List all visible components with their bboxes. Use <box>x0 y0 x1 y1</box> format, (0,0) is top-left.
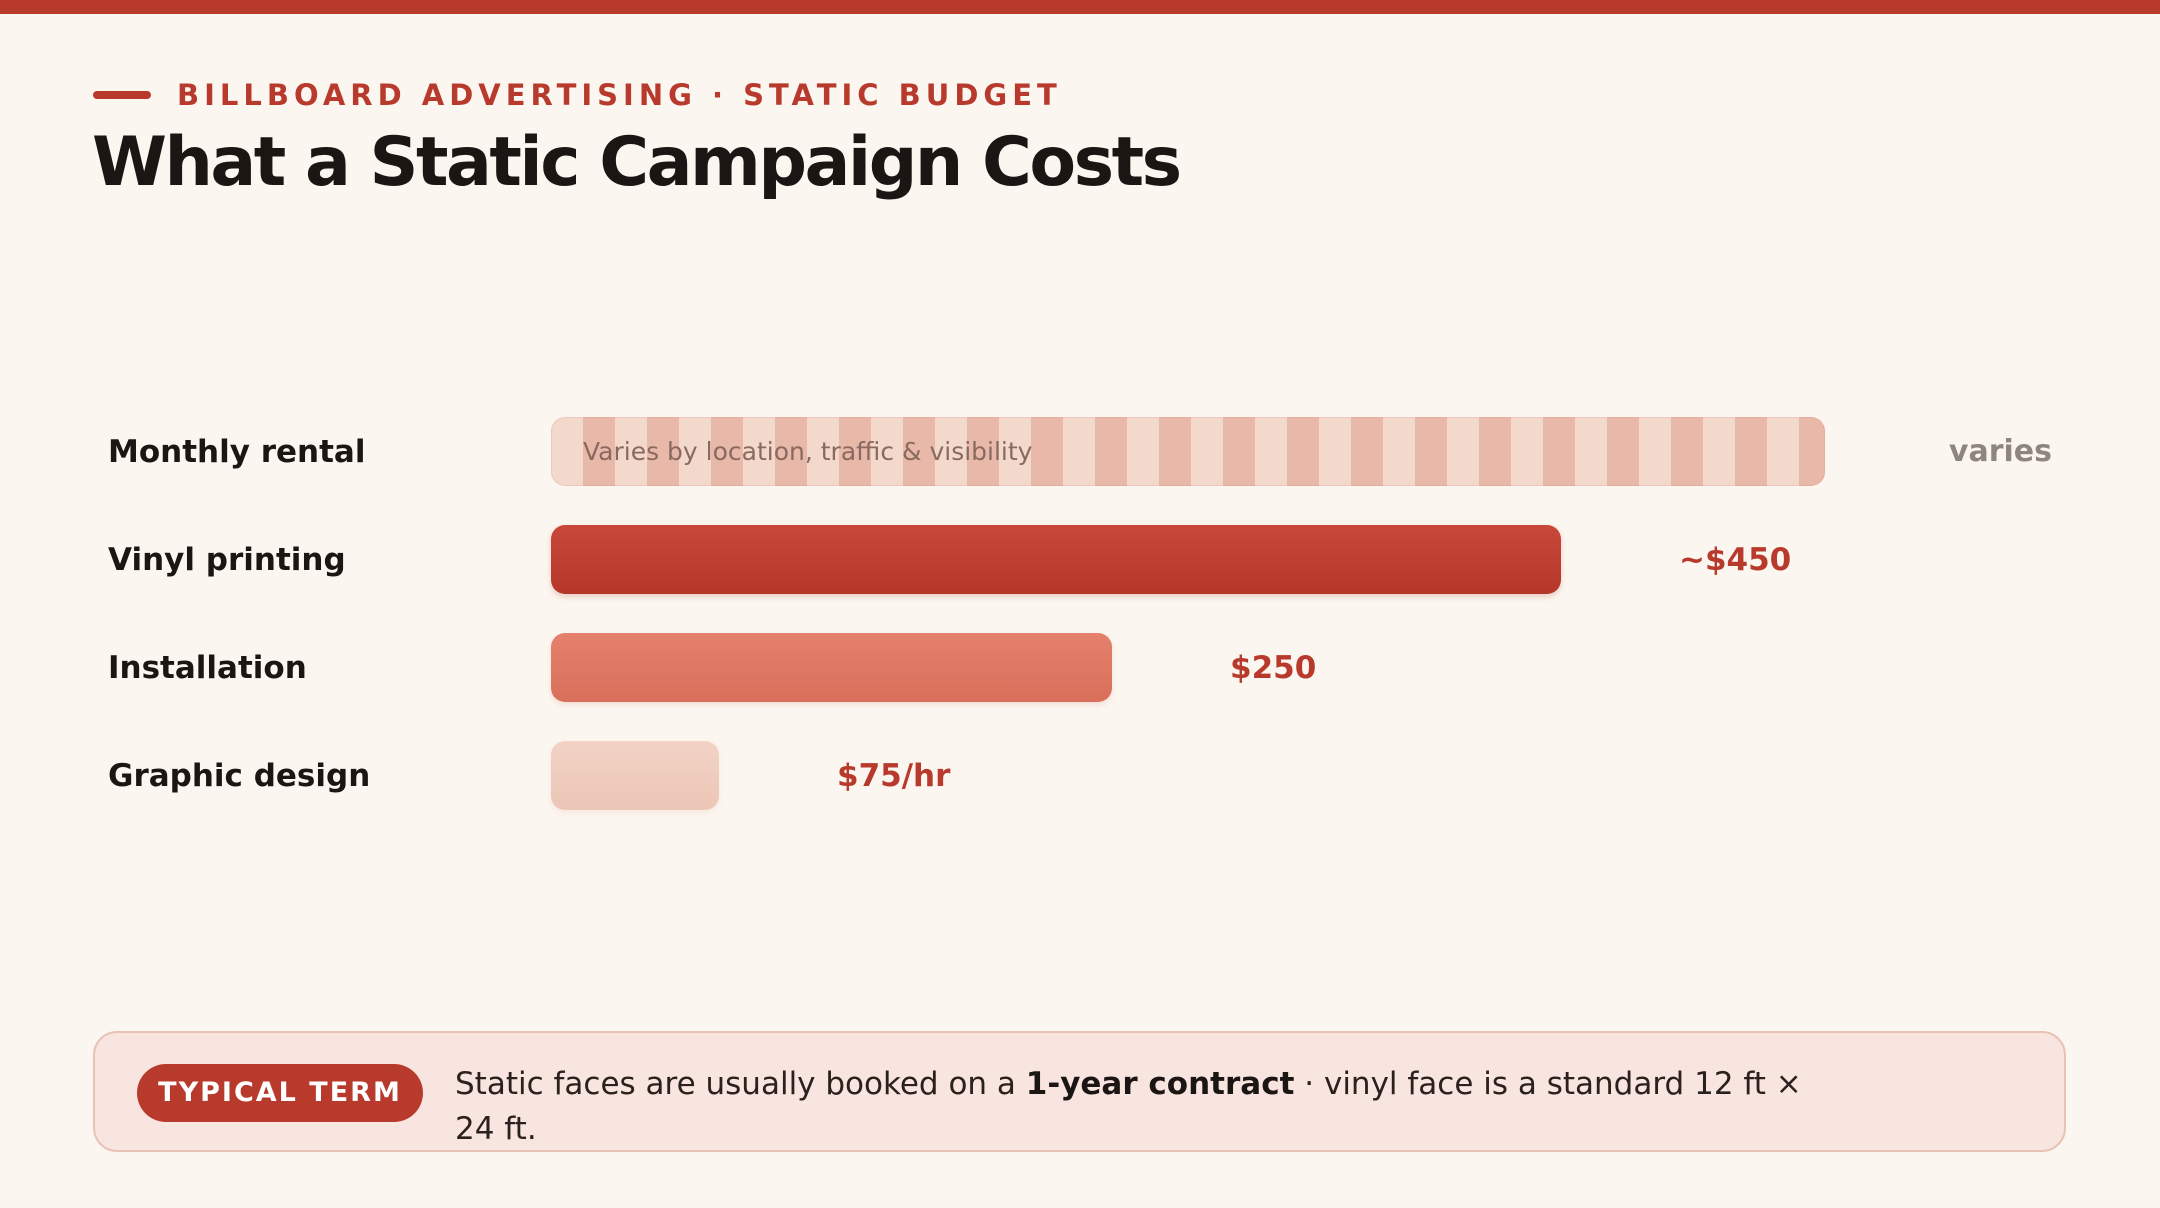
value-label-monthly-rental: varies <box>1948 434 2052 469</box>
callout-text-before: Static faces are usually booked on a <box>455 1066 1026 1102</box>
callout-text: Static faces are usually booked on a 1-y… <box>455 1062 1835 1152</box>
row-label-monthly-rental: Monthly rental <box>108 434 366 470</box>
bar-monthly-rental: Varies by location, traffic & visibility <box>551 417 1825 486</box>
bar-vinyl-printing <box>551 525 1561 594</box>
typical-term-badge: TYPICAL TERM <box>137 1064 423 1122</box>
value-label-graphic-design: $75/hr <box>837 758 951 794</box>
bar-installation <box>551 633 1112 702</box>
eyebrow-rule <box>93 91 151 99</box>
row-label-graphic-design: Graphic design <box>108 758 371 794</box>
callout-text-bold: 1-year contract <box>1025 1066 1295 1102</box>
bar-graphic-design <box>551 741 719 810</box>
value-label-installation: $250 <box>1230 650 1317 686</box>
row-label-installation: Installation <box>108 650 307 686</box>
top-accent-bar <box>0 0 2160 14</box>
value-label-vinyl-printing: ~$450 <box>1679 542 1792 578</box>
bar-note-monthly-rental: Varies by location, traffic & visibility <box>583 437 1033 466</box>
row-label-vinyl-printing: Vinyl printing <box>108 542 346 578</box>
page-title: What a Static Campaign Costs <box>92 123 1182 202</box>
eyebrow: BILLBOARD ADVERTISING · STATIC BUDGET <box>93 78 1062 112</box>
eyebrow-text: BILLBOARD ADVERTISING · STATIC BUDGET <box>177 78 1062 112</box>
callout-text-after: · vinyl face is a standard 12 ft × 24 ft… <box>455 1066 1802 1147</box>
typical-term-callout: TYPICAL TERM Static faces are usually bo… <box>93 1031 2066 1152</box>
